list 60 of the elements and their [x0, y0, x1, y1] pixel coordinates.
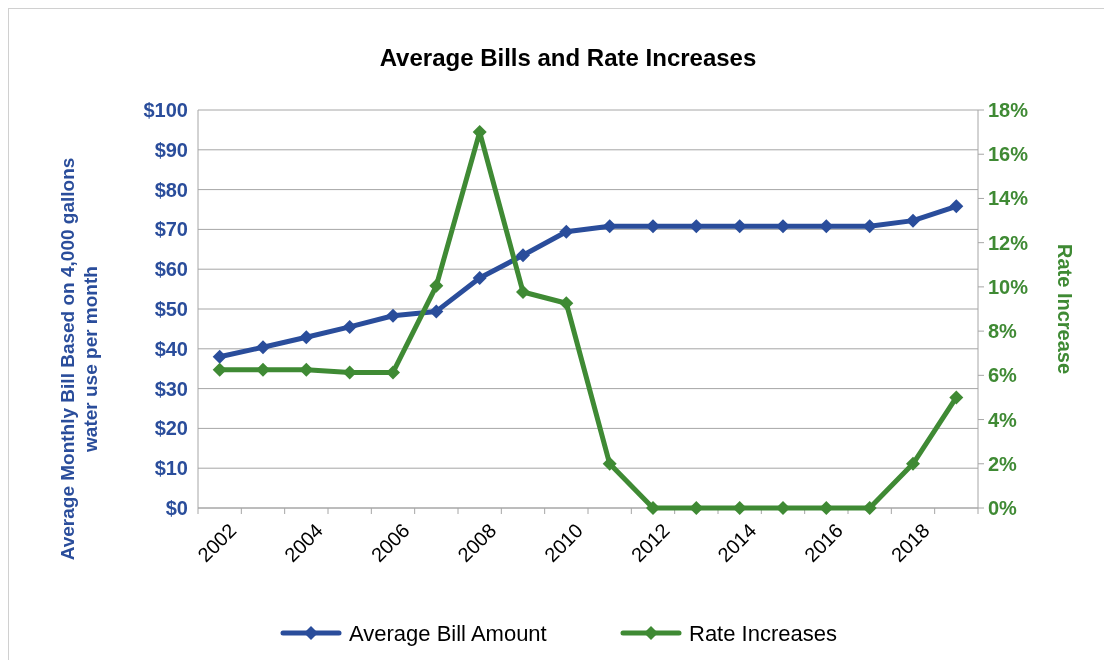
y2-axis-title: Rate Increase — [1054, 243, 1076, 375]
y-tick-label: $50 — [154, 298, 188, 320]
chart-title: Average Bills and Rate Increases — [379, 44, 757, 71]
point — [472, 270, 487, 285]
point — [819, 501, 834, 515]
point — [689, 501, 704, 515]
point — [429, 278, 444, 293]
y-tick-label: $80 — [154, 178, 188, 201]
y2-tick-label: 6% — [988, 364, 1018, 387]
y2-tick-label: 10% — [988, 275, 1029, 298]
y-tick-label: $20 — [154, 417, 188, 440]
point — [212, 362, 227, 377]
point — [342, 319, 357, 334]
y2-tick-label: 4% — [988, 408, 1018, 431]
point — [386, 308, 400, 323]
legend-label: Rate Increases — [689, 620, 837, 646]
y2-tick-label: 0% — [988, 497, 1018, 519]
point — [906, 456, 920, 471]
y-tick-label: $90 — [154, 138, 188, 161]
y2-tick-label: 8% — [988, 320, 1018, 343]
point — [602, 456, 617, 471]
point — [862, 501, 877, 515]
point — [689, 219, 704, 234]
point — [516, 248, 530, 263]
point — [386, 365, 400, 380]
y-tick-label: $10 — [154, 457, 188, 480]
point — [299, 362, 314, 377]
point — [819, 219, 834, 234]
y-axis-title: Average Monthly Bill Based on 4,000 gallons water use per month — [57, 157, 101, 561]
point — [646, 501, 660, 515]
point — [646, 219, 660, 234]
y-tick-label: $30 — [154, 377, 188, 400]
y-tick-label: $70 — [154, 218, 188, 241]
point — [516, 284, 530, 299]
point — [949, 199, 964, 214]
y-tick-label: $40 — [154, 337, 188, 360]
point — [862, 219, 877, 234]
point — [949, 390, 964, 405]
legend-label: Average Bill Amount — [349, 620, 547, 646]
y-tick-label: $0 — [165, 497, 188, 519]
point — [732, 501, 747, 515]
point — [429, 304, 444, 319]
y2-tick-label: 2% — [988, 452, 1018, 475]
point — [299, 330, 314, 345]
y-tick-label: $100 — [143, 99, 188, 121]
y2-tick-label: 12% — [988, 231, 1029, 254]
point — [256, 362, 270, 377]
point — [732, 219, 747, 234]
point — [776, 219, 790, 234]
point — [602, 219, 617, 234]
y2-tick-label: 16% — [988, 143, 1029, 166]
y-tick-label: $60 — [154, 258, 188, 281]
y2-tick-label: 14% — [988, 187, 1029, 210]
point — [256, 340, 270, 355]
point — [212, 349, 227, 364]
point — [776, 501, 790, 515]
point — [906, 213, 920, 228]
point — [559, 296, 574, 311]
y2-tick-label: 18% — [988, 99, 1029, 121]
point — [559, 224, 574, 239]
